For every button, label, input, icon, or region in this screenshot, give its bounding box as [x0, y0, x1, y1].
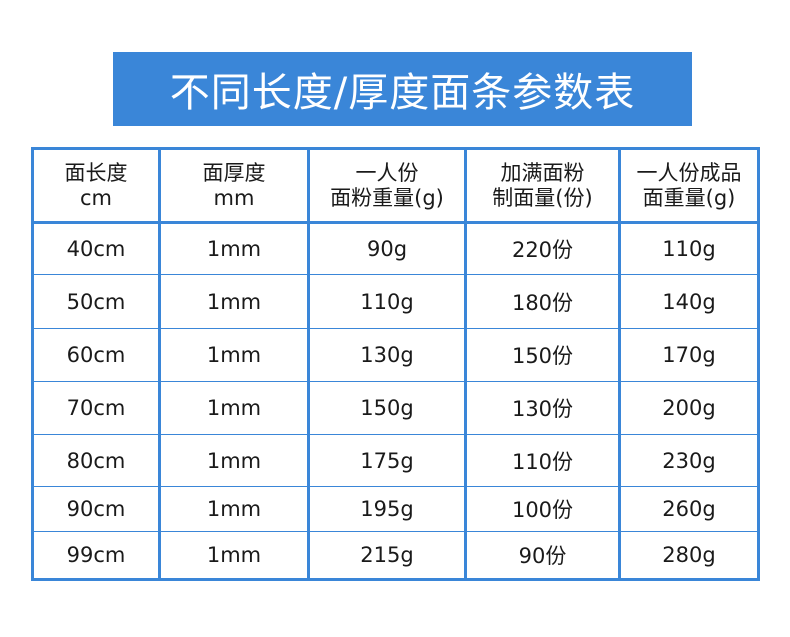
table-cell: 200g [618, 381, 760, 435]
table-cell: 50cm [31, 274, 161, 329]
column-header-line: 面长度 [64, 160, 128, 185]
table-cell: 140g [618, 274, 760, 329]
column-header: 面长度 cm [31, 148, 161, 224]
page-title: 不同长度/厚度面条参数表 [113, 52, 692, 126]
table-cell: 70cm [31, 381, 161, 435]
table-row: 70cm 1mm 150g 130份 200g [31, 381, 760, 435]
column-header-line: cm [79, 185, 112, 210]
column-header-line: 一人份 [355, 160, 419, 185]
column-header-line: 面重量(g) [642, 185, 736, 210]
table-cell: 1mm [158, 328, 310, 382]
table-cell: 90份 [464, 531, 621, 580]
table-cell: 100份 [464, 486, 621, 532]
table-cell: 215g [307, 531, 467, 580]
table-row: 90cm 1mm 195g 100份 260g [31, 486, 760, 532]
table-row: 40cm 1mm 90g 220份 110g [31, 222, 760, 275]
table-cell: 260g [618, 486, 760, 532]
column-header-line: 面厚度 [202, 160, 266, 185]
table-cell: 99cm [31, 531, 161, 580]
table-cell: 280g [618, 531, 760, 580]
table-cell: 110g [307, 274, 467, 329]
table-cell: 1mm [158, 434, 310, 487]
table-row: 60cm 1mm 130g 150份 170g [31, 328, 760, 382]
table-cell: 110份 [464, 434, 621, 487]
table-cell: 130份 [464, 381, 621, 435]
table-cell: 1mm [158, 381, 310, 435]
table-cell: 230g [618, 434, 760, 487]
table-cell: 150g [307, 381, 467, 435]
table-row: 80cm 1mm 175g 110份 230g [31, 434, 760, 487]
table-cell: 150份 [464, 328, 621, 382]
table-cell: 220份 [464, 222, 621, 275]
column-header-line: mm [213, 185, 255, 210]
table-cell: 60cm [31, 328, 161, 382]
column-header-line: 面粉重量(g) [330, 185, 444, 210]
table-cell: 1mm [158, 222, 310, 275]
table-cell: 110g [618, 222, 760, 275]
table-cell: 180份 [464, 274, 621, 329]
column-header-line: 加满面粉 [500, 160, 585, 185]
table-cell: 175g [307, 434, 467, 487]
noodle-parameter-table: 面长度 cm 面厚度 mm 一人份 面粉重量(g) 加满面粉 制面量(份) 一人份成品 面重量(g… [31, 147, 760, 581]
column-header: 一人份 面粉重量(g) [307, 148, 467, 224]
table-cell: 90g [307, 222, 467, 275]
table-cell: 90cm [31, 486, 161, 532]
column-header-line: 一人份成品 [636, 160, 742, 185]
table-row: 50cm 1mm 110g 180份 140g [31, 274, 760, 329]
column-header: 一人份成品 面重量(g) [618, 148, 760, 224]
column-header-line: 制面量(份) [492, 185, 593, 210]
table-cell: 1mm [158, 486, 310, 532]
table-cell: 130g [307, 328, 467, 382]
table-cell: 80cm [31, 434, 161, 487]
table-header-row: 面长度 cm 面厚度 mm 一人份 面粉重量(g) 加满面粉 制面量(份) 一人份成品 面重量(g… [31, 148, 760, 224]
table-cell: 195g [307, 486, 467, 532]
table-row: 99cm 1mm 215g 90份 280g [31, 531, 760, 580]
table-cell: 40cm [31, 222, 161, 275]
column-header: 加满面粉 制面量(份) [464, 148, 621, 224]
table-cell: 170g [618, 328, 760, 382]
table-cell: 1mm [158, 274, 310, 329]
column-header: 面厚度 mm [158, 148, 310, 224]
table-cell: 1mm [158, 531, 310, 580]
